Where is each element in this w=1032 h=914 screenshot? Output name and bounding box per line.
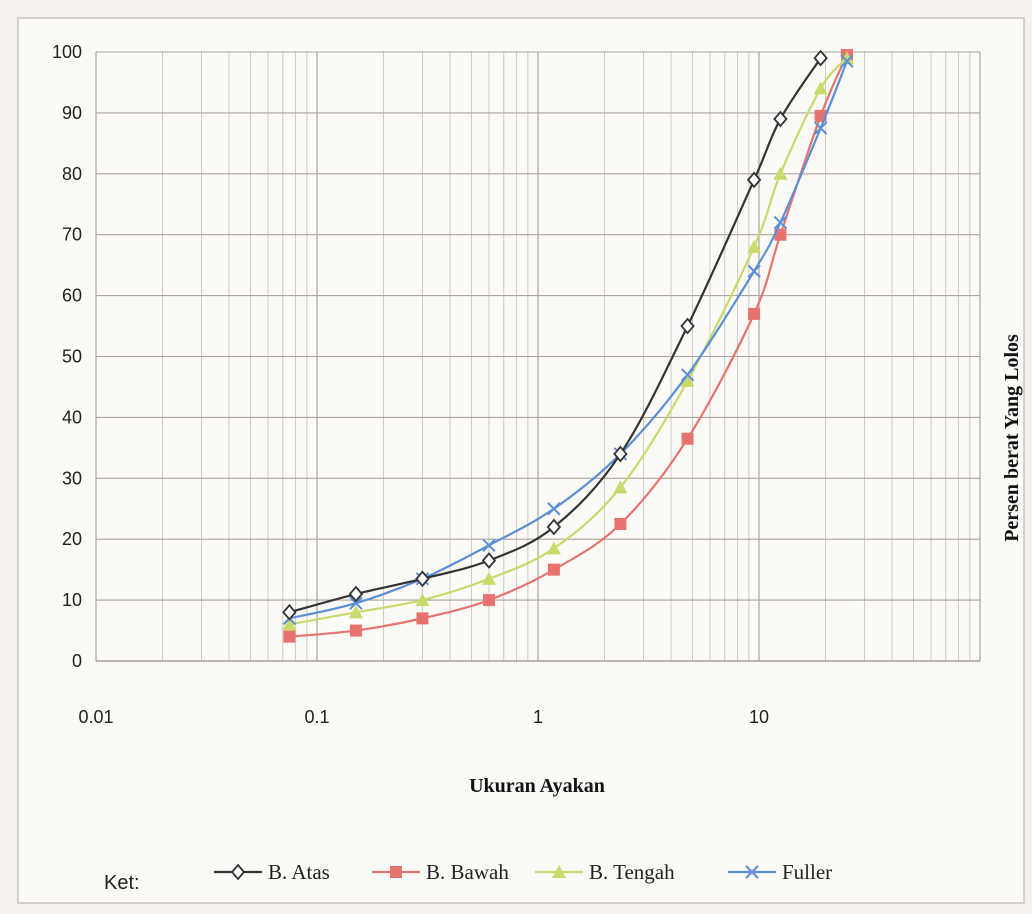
data-point-b-bawah <box>283 630 296 643</box>
data-point-b-bawah <box>482 594 495 607</box>
data-point-b-atas <box>813 49 828 67</box>
series-layer <box>282 49 854 643</box>
data-point-b-bawah <box>547 563 560 576</box>
y-tick-label: 70 <box>62 225 82 245</box>
legend-item-b-tengah: B. Tengah <box>535 860 675 884</box>
series-line-b-tengah <box>289 57 848 626</box>
data-point-b-atas <box>481 552 497 569</box>
data-point-b-atas <box>546 518 562 536</box>
data-point-b-atas <box>746 171 762 189</box>
legend-item-fuller: Fuller <box>728 860 832 884</box>
legend-label-fuller: Fuller <box>782 860 832 884</box>
data-point-b-tengah <box>348 605 363 619</box>
legend-label-b-bawah: B. Bawah <box>426 860 509 884</box>
data-point-fuller <box>840 54 854 68</box>
data-point-b-tengah <box>546 541 561 555</box>
x-tick-label: 1 <box>533 707 543 727</box>
data-point-b-tengah <box>282 617 297 631</box>
legend-marker-b-tengah <box>552 865 566 878</box>
data-point-b-tengah <box>481 571 496 585</box>
data-point-b-bawah <box>416 612 429 625</box>
x-tick-label: 0.01 <box>78 707 113 727</box>
data-point-b-tengah <box>839 51 854 65</box>
series-fuller <box>282 54 854 626</box>
legend-marker-b-bawah <box>390 866 402 878</box>
legend-label-b-atas: B. Atas <box>268 860 330 884</box>
data-point-b-tengah <box>680 373 695 387</box>
y-tick-label: 60 <box>62 286 82 306</box>
data-point-fuller <box>482 538 496 552</box>
data-point-b-bawah <box>774 228 787 241</box>
axes: 0 10 20 30 40 50 60 70 80 90 100 0.01 0.1 1 10 <box>52 42 980 727</box>
y-tick-label: 40 <box>62 407 82 427</box>
series-line-b-atas <box>289 57 822 614</box>
data-point-b-bawah <box>681 432 694 445</box>
legend-label-b-tengah: B. Tengah <box>589 860 675 884</box>
legend-marker-b-atas <box>230 863 246 881</box>
legend-item-b-atas: B. Atas <box>214 860 330 884</box>
data-point-b-atas <box>348 585 364 603</box>
series-b-atas <box>282 49 828 621</box>
legend: Ket: B. Atas B. Bawah B. Tengah Fuller <box>104 860 832 894</box>
y-tick-label: 90 <box>62 103 82 123</box>
data-point-fuller <box>680 368 695 382</box>
data-point-b-atas <box>282 603 297 621</box>
data-point-fuller <box>547 502 561 516</box>
data-point-fuller <box>813 121 828 135</box>
data-point-b-tengah <box>613 480 628 494</box>
data-point-b-bawah <box>349 624 362 637</box>
data-point-b-tengah <box>415 593 430 607</box>
y-tick-label: 20 <box>62 529 82 549</box>
y-tick-label: 80 <box>62 164 82 184</box>
data-point-b-bawah <box>614 517 627 530</box>
data-point-b-tengah <box>813 81 828 95</box>
series-b-tengah <box>282 51 854 631</box>
data-point-b-atas <box>415 570 430 588</box>
data-point-b-tengah <box>747 239 762 253</box>
y-tick-label: 50 <box>62 347 82 367</box>
chart-frame <box>17 17 1025 904</box>
legend-prefix: Ket: <box>104 872 140 894</box>
x-axis-title: Ukuran Ayakan <box>469 775 605 797</box>
data-point-fuller <box>773 215 788 230</box>
data-point-fuller <box>747 264 761 278</box>
y-tick-label: 30 <box>62 468 82 488</box>
data-point-b-bawah <box>748 307 761 320</box>
data-point-b-atas <box>773 110 788 128</box>
legend-marker-fuller <box>745 865 759 879</box>
data-point-fuller <box>349 596 363 610</box>
x-tick-label: 10 <box>749 707 769 727</box>
series-line-fuller <box>289 60 848 620</box>
x-tick-label: 0.1 <box>304 707 329 727</box>
y-tick-label: 0 <box>72 651 82 671</box>
y-tick-label: 100 <box>52 42 82 62</box>
data-point-b-atas <box>680 317 695 335</box>
legend-item-b-bawah: B. Bawah <box>372 860 509 884</box>
data-point-b-atas <box>613 445 628 463</box>
y-tick-label: 10 <box>62 590 82 610</box>
y-axis-title: Persen berat Yang Lolos <box>1001 334 1023 542</box>
data-point-b-tengah <box>773 166 788 180</box>
